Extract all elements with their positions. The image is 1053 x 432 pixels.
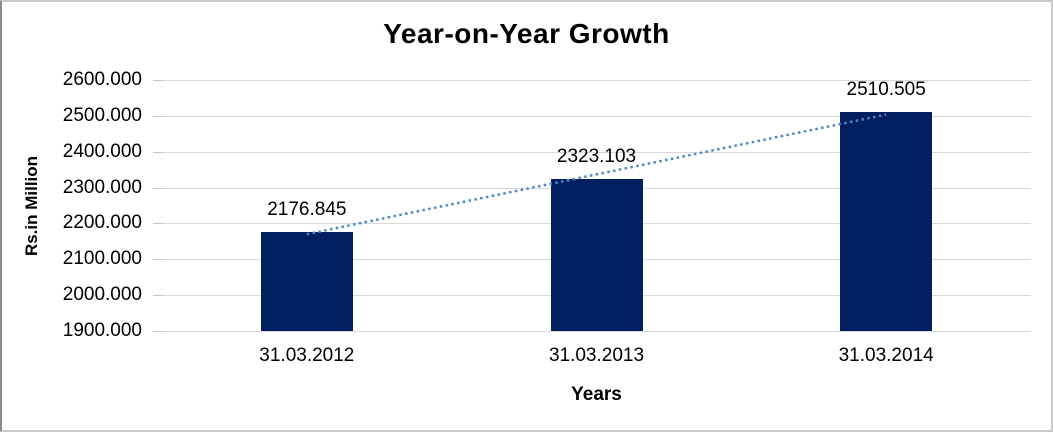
bar-value-label: 2323.103 bbox=[556, 146, 637, 168]
y-tick-label: 2400.000 bbox=[62, 140, 142, 162]
y-tick-label: 2500.000 bbox=[62, 104, 142, 126]
bar bbox=[260, 231, 353, 331]
gridline bbox=[162, 80, 1031, 81]
y-axis-tick bbox=[153, 187, 162, 189]
x-category-label: 31.03.2012 bbox=[259, 345, 355, 366]
y-axis-tick bbox=[153, 331, 162, 332]
y-tick-label: 1900.000 bbox=[62, 320, 142, 341]
y-tick-label: 2600.000 bbox=[62, 69, 142, 90]
bar bbox=[840, 112, 933, 331]
y-axis-tick bbox=[153, 259, 162, 261]
y-axis-tick bbox=[153, 115, 162, 117]
y-tick-label: 2200.000 bbox=[62, 212, 142, 234]
x-axis-title: Years bbox=[571, 384, 622, 405]
x-category-label: 31.03.2014 bbox=[838, 345, 934, 366]
gridline bbox=[162, 331, 1031, 332]
bar-value-label: 2510.505 bbox=[846, 79, 926, 101]
y-axis-tick bbox=[153, 80, 162, 81]
chart-title: Year-on-Year Growth bbox=[383, 18, 670, 49]
bar-value-label: 2176.845 bbox=[267, 198, 347, 220]
y-tick-label: 2100.000 bbox=[62, 248, 142, 270]
x-category-label: 31.03.2013 bbox=[548, 345, 645, 366]
y-axis-tick bbox=[153, 151, 162, 153]
y-axis-tick bbox=[153, 223, 162, 225]
y-tick-label: 2000.000 bbox=[62, 284, 142, 306]
y-tick-label: 2300.000 bbox=[62, 176, 142, 198]
y-axis-tick bbox=[153, 295, 162, 297]
bar bbox=[550, 179, 643, 331]
